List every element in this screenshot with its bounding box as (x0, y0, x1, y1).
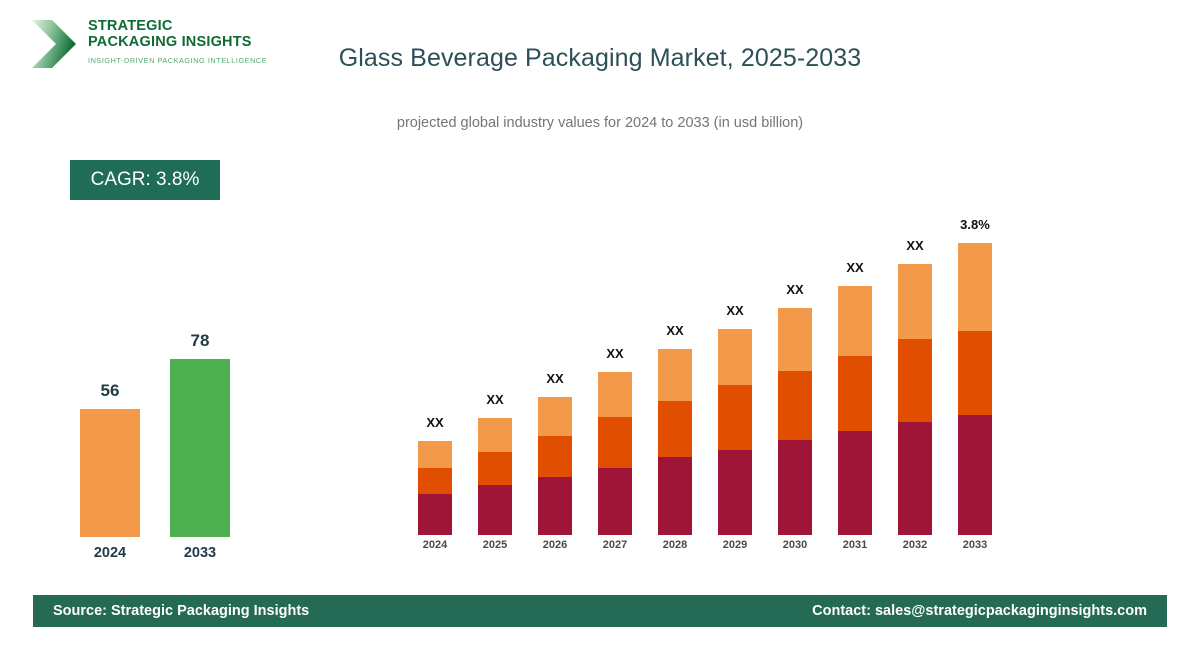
stacked-bar-rect (778, 308, 812, 535)
comparison-bar-rect (80, 409, 140, 537)
stacked-bar-year: 2031 (842, 539, 868, 551)
comparison-bar-rect (170, 358, 230, 537)
footer-bar: Source: Strategic Packaging Insights Con… (33, 595, 1167, 627)
comparison-bar-value: 78 (190, 330, 210, 350)
stacked-bar-top-label: XX (606, 345, 624, 361)
stacked-bar-2025: XX 2025 (478, 0, 512, 551)
bar-segment-segment-top (898, 264, 932, 340)
logo-tagline: INSIGHT-DRIVEN PACKAGING INTELLIGENCE (88, 56, 268, 65)
bar-segment-segment-bottom (838, 431, 872, 535)
stacked-bar-2032: XX 2032 (898, 0, 932, 551)
stacked-bar-2030: XX 2030 (778, 0, 812, 551)
stacked-bar-year: 2028 (662, 539, 688, 551)
stacked-bar-chart: XX 2024 XX 2025 XX 2026 XX 2027 XX 2028 XX 2029 XX 20… (418, 0, 992, 551)
stacked-bar-2031: XX 2031 (838, 0, 872, 551)
stacked-bar-2033: 3.8% 2033 (958, 0, 992, 551)
footer-contact: Contact: sales@strategicpackaginginsight… (812, 603, 1147, 619)
cagr-badge: CAGR: 3.8% (70, 160, 220, 200)
bar-segment-segment-bottom (898, 421, 932, 535)
bar-segment-segment-bottom (778, 439, 812, 535)
stacked-bar-rect (718, 328, 752, 535)
bar-segment-segment-bottom (658, 457, 692, 535)
footer-source: Source: Strategic Packaging Insights (53, 603, 310, 619)
logo-line-2: PACKAGING INSIGHTS (88, 34, 252, 50)
bar-segment-segment-bottom (718, 449, 752, 535)
bar-segment-segment-middle (598, 416, 632, 468)
stacked-bar-2024: XX 2024 (418, 0, 452, 551)
chevron-arrow-icon (32, 20, 76, 68)
comparison-bar-value: 56 (100, 381, 120, 401)
bar-segment-segment-top (958, 243, 992, 332)
stacked-bar-year: 2025 (482, 539, 508, 551)
stacked-bar-top-label: XX (846, 260, 864, 276)
bar-segment-segment-middle (538, 436, 572, 478)
bar-segment-segment-middle (718, 385, 752, 450)
bar-segment-segment-bottom (958, 415, 992, 535)
bar-segment-segment-top (778, 308, 812, 371)
stacked-bar-2028: XX 2028 (658, 0, 692, 551)
stacked-bar-2026: XX 2026 (538, 0, 572, 551)
comparison-bar-2033: 78 2033 (170, 0, 230, 561)
stacked-bar-year: 2030 (782, 539, 808, 551)
stacked-bar-top-label: XX (786, 282, 804, 298)
bar-segment-segment-top (598, 371, 632, 417)
bar-segment-segment-top (418, 440, 452, 468)
stacked-bar-top-label: XX (486, 391, 504, 407)
stacked-bar-top-label: XX (906, 238, 924, 254)
stacked-bar-top-label: XX (666, 322, 684, 338)
stacked-bar-year: 2026 (542, 539, 568, 551)
bar-segment-segment-middle (898, 339, 932, 422)
stacked-bar-top-label: XX (426, 414, 444, 430)
stacked-bar-year: 2033 (962, 539, 988, 551)
page-subtitle: projected global industry values for 202… (396, 115, 804, 131)
stacked-bar-rect (658, 348, 692, 535)
stacked-bar-year: 2032 (902, 539, 928, 551)
comparison-bar-year: 2033 (183, 545, 217, 561)
stacked-bar-2027: XX 2027 (598, 0, 632, 551)
bar-segment-segment-middle (838, 356, 872, 432)
logo-line-1: STRATEGIC (88, 18, 173, 34)
comparison-bar-2024: 56 2024 (80, 0, 140, 561)
stacked-bar-2029: XX 2029 (718, 0, 752, 551)
stacked-bar-rect (538, 396, 572, 535)
bar-segment-segment-top (658, 348, 692, 401)
bar-segment-segment-middle (958, 331, 992, 415)
stacked-bar-year: 2029 (722, 539, 748, 551)
stacked-bar-top-label: 3.8% (960, 217, 990, 233)
bar-segment-segment-middle (778, 370, 812, 440)
stacked-bar-year: 2024 (422, 539, 448, 551)
stacked-bar-rect (478, 417, 512, 535)
bar-segment-segment-bottom (418, 493, 452, 535)
stacked-bar-rect (958, 243, 992, 535)
stacked-bar-top-label: XX (726, 302, 744, 318)
bar-segment-segment-top (838, 286, 872, 357)
bar-segment-segment-top (718, 328, 752, 386)
stacked-bar-top-label: XX (546, 370, 564, 386)
comparison-bar-chart: 56 2024 78 2033 (0, 0, 330, 580)
stacked-bar-rect (418, 440, 452, 535)
bar-segment-segment-bottom (478, 485, 512, 535)
bar-segment-segment-top (478, 417, 512, 453)
comparison-bar-year: 2024 (93, 545, 127, 561)
bar-segment-segment-middle (478, 452, 512, 486)
bar-segment-segment-top (538, 396, 572, 437)
page-title: Glass Beverage Packaging Market, 2025-20… (338, 44, 862, 72)
bar-segment-segment-middle (658, 400, 692, 458)
bar-segment-segment-bottom (598, 467, 632, 535)
stacked-bar-rect (898, 264, 932, 535)
brand-logo: STRATEGIC PACKAGING INSIGHTS INSIGHT-DRI… (30, 14, 267, 76)
bar-segment-segment-middle (418, 467, 452, 494)
stacked-bar-rect (598, 371, 632, 535)
stacked-bar-rect (838, 286, 872, 535)
stacked-bar-year: 2027 (602, 539, 628, 551)
bar-segment-segment-bottom (538, 477, 572, 535)
